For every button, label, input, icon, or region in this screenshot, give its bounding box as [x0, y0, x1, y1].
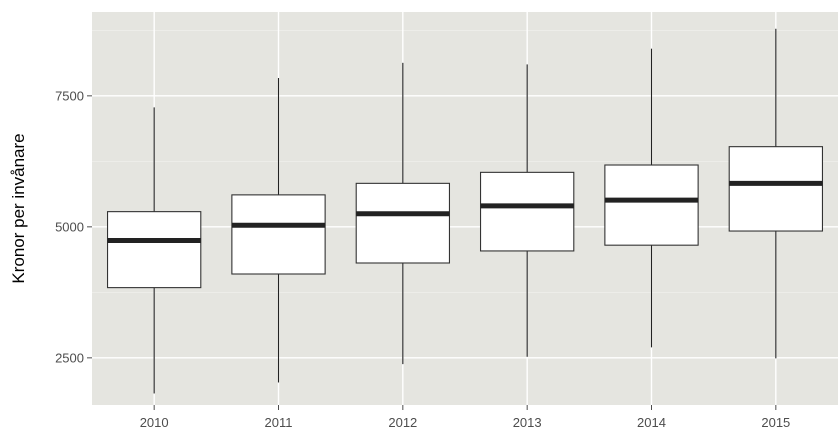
y-tick-label: 5000: [55, 219, 84, 234]
x-tick-label: 2014: [637, 415, 666, 430]
box-2014: [604, 48, 699, 348]
box-2012: [355, 62, 451, 365]
box-2015: [728, 28, 824, 359]
x-tick-label: 2011: [265, 415, 293, 430]
box-iqr: [106, 211, 202, 289]
x-tick-label: 2015: [761, 415, 790, 430]
box-iqr: [231, 194, 326, 275]
y-axis-title: Kronor per invånare: [9, 133, 28, 283]
y-tick-label: 2500: [55, 350, 84, 365]
x-axis-ticks: 2010 2011 2012 2013 2014 2015: [140, 405, 790, 430]
box-2013: [479, 64, 575, 357]
x-tick-label: 2013: [513, 415, 542, 430]
box-2010: [106, 107, 202, 394]
box-iqr: [355, 182, 451, 264]
y-tick-label: 7500: [55, 88, 84, 103]
plot-panel: [92, 12, 838, 405]
y-axis-ticks: 2500 5000 7500: [55, 88, 92, 365]
boxes: [106, 28, 824, 394]
x-tick-label: 2010: [140, 415, 169, 430]
x-tick-label: 2012: [388, 415, 417, 430]
box-2011: [231, 78, 326, 383]
box-iqr: [728, 146, 824, 232]
box-iqr: [604, 164, 699, 246]
box-iqr: [479, 171, 575, 252]
